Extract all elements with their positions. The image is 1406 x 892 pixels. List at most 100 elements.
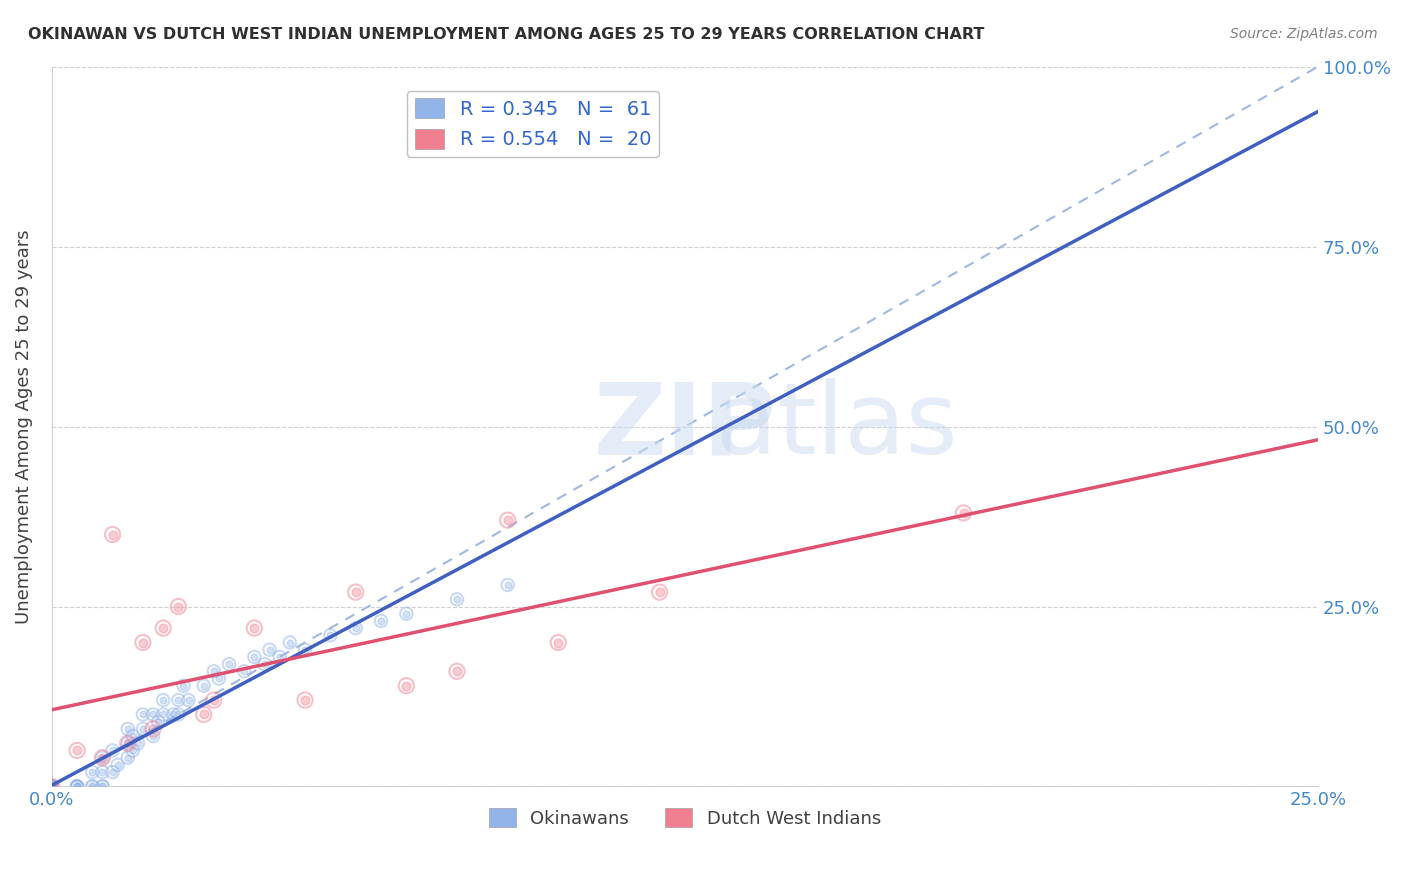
Text: atlas: atlas <box>716 378 957 475</box>
Legend: Okinawans, Dutch West Indians: Okinawans, Dutch West Indians <box>482 801 889 835</box>
Point <box>208 672 231 686</box>
Point <box>117 736 139 750</box>
Okinawans <box>142 729 165 743</box>
Okinawans <box>162 707 184 722</box>
Point <box>82 780 104 794</box>
Point <box>41 780 63 794</box>
Okinawans <box>41 780 63 794</box>
Okinawans <box>41 780 63 794</box>
Point <box>243 649 266 664</box>
Point <box>91 780 114 794</box>
Okinawans <box>152 693 174 707</box>
Point <box>294 642 316 657</box>
Point <box>253 657 276 672</box>
Okinawans <box>395 607 418 621</box>
Okinawans <box>101 743 124 757</box>
Point <box>91 780 114 794</box>
Okinawans <box>41 780 63 794</box>
Y-axis label: Unemployment Among Ages 25 to 29 years: Unemployment Among Ages 25 to 29 years <box>15 229 32 624</box>
Okinawans <box>243 649 266 664</box>
Okinawans <box>142 707 165 722</box>
Dutch West Indians <box>202 693 225 707</box>
Point <box>66 780 89 794</box>
Okinawans <box>259 642 281 657</box>
Point <box>117 722 139 736</box>
Point <box>952 506 974 520</box>
Point <box>41 780 63 794</box>
Point <box>41 780 63 794</box>
Dutch West Indians <box>648 585 671 599</box>
Okinawans <box>66 780 89 794</box>
Okinawans <box>233 665 256 679</box>
Point <box>41 780 63 794</box>
Okinawans <box>41 780 63 794</box>
Point <box>370 614 392 628</box>
Point <box>344 585 367 599</box>
Dutch West Indians <box>496 513 519 527</box>
Point <box>146 714 169 729</box>
Point <box>259 642 281 657</box>
Okinawans <box>41 780 63 794</box>
Point <box>142 729 165 743</box>
Point <box>41 780 63 794</box>
Point <box>41 780 63 794</box>
Point <box>41 780 63 794</box>
Text: Source: ZipAtlas.com: Source: ZipAtlas.com <box>1230 27 1378 41</box>
Okinawans <box>41 780 63 794</box>
Dutch West Indians <box>117 736 139 750</box>
Point <box>121 743 143 757</box>
Point <box>233 665 256 679</box>
Okinawans <box>132 722 155 736</box>
Point <box>101 527 124 541</box>
Okinawans <box>177 693 200 707</box>
Okinawans <box>253 657 276 672</box>
Dutch West Indians <box>152 621 174 635</box>
Point <box>142 707 165 722</box>
Point <box>66 780 89 794</box>
Point <box>132 635 155 649</box>
Point <box>243 621 266 635</box>
Okinawans <box>82 765 104 780</box>
Dutch West Indians <box>66 743 89 757</box>
Okinawans <box>82 780 104 794</box>
Point <box>547 635 569 649</box>
Point <box>395 607 418 621</box>
Okinawans <box>167 707 190 722</box>
Point <box>41 780 63 794</box>
Point <box>446 665 468 679</box>
Okinawans <box>41 780 63 794</box>
Dutch West Indians <box>101 527 124 541</box>
Point <box>82 765 104 780</box>
Point <box>127 736 149 750</box>
Point <box>278 635 301 649</box>
Point <box>142 722 165 736</box>
Okinawans <box>91 780 114 794</box>
Point <box>41 780 63 794</box>
Okinawans <box>41 780 63 794</box>
Point <box>41 780 63 794</box>
Okinawans <box>218 657 240 672</box>
Point <box>152 693 174 707</box>
Okinawans <box>202 665 225 679</box>
Point <box>496 578 519 592</box>
Okinawans <box>107 757 129 772</box>
Dutch West Indians <box>952 506 974 520</box>
Point <box>91 750 114 764</box>
Point <box>117 736 139 750</box>
Point <box>41 780 63 794</box>
Dutch West Indians <box>142 722 165 736</box>
Point <box>294 693 316 707</box>
Okinawans <box>82 780 104 794</box>
Point <box>202 665 225 679</box>
Okinawans <box>127 736 149 750</box>
Okinawans <box>117 736 139 750</box>
Point <box>66 743 89 757</box>
Point <box>446 592 468 607</box>
Dutch West Indians <box>395 679 418 693</box>
Okinawans <box>41 780 63 794</box>
Point <box>66 780 89 794</box>
Point <box>496 513 519 527</box>
Point <box>152 707 174 722</box>
Okinawans <box>319 628 342 642</box>
Point <box>177 693 200 707</box>
